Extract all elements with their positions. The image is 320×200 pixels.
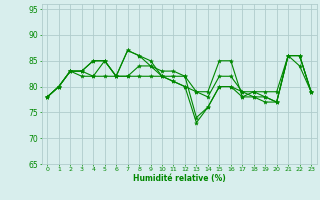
X-axis label: Humidité relative (%): Humidité relative (%) [133, 174, 226, 183]
